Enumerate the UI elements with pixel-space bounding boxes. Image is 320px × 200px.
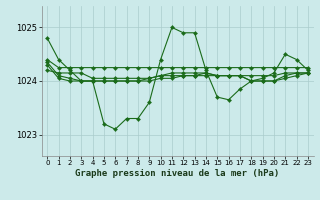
X-axis label: Graphe pression niveau de la mer (hPa): Graphe pression niveau de la mer (hPa) xyxy=(76,169,280,178)
